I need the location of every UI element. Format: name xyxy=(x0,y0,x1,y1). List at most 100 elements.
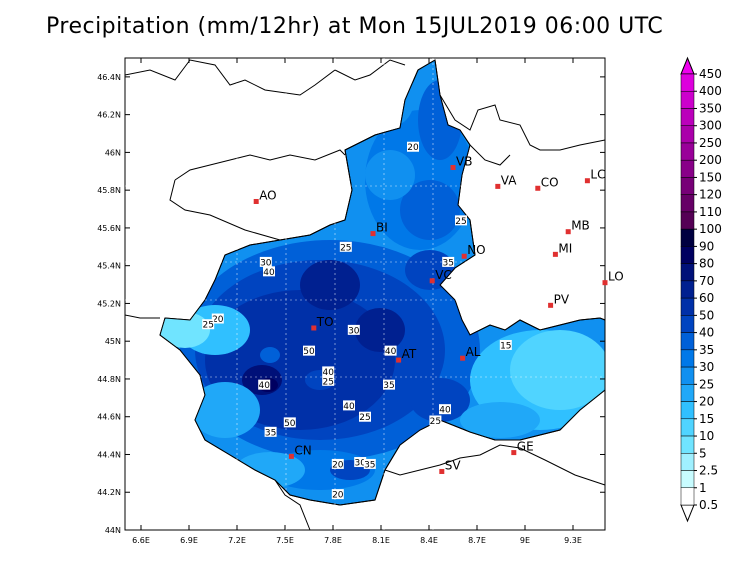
svg-text:30: 30 xyxy=(260,258,272,268)
city-marker xyxy=(311,325,317,331)
legend-label: 1 xyxy=(699,481,707,495)
contour-label: 25 xyxy=(339,241,352,253)
city-vb: VB xyxy=(450,155,472,171)
contour-label: 35 xyxy=(363,458,376,470)
lat-tick-label: 44.4N xyxy=(97,450,121,459)
legend-label: 35 xyxy=(699,343,714,357)
legend-swatch xyxy=(680,349,695,368)
svg-text:30: 30 xyxy=(348,326,360,336)
lon-tick-label: 8.7E xyxy=(468,536,486,545)
city-label: AT xyxy=(402,347,417,361)
svg-text:40: 40 xyxy=(343,402,355,412)
legend-label: 25 xyxy=(699,377,714,391)
contour-label: 30 xyxy=(354,457,367,469)
lat-tick-label: 46.2N xyxy=(97,111,121,120)
contour-label: 50 xyxy=(283,417,296,429)
lon-tick-label: 7.2E xyxy=(228,536,246,545)
legend-label: 450 xyxy=(699,67,722,81)
lon-tick-label: 9E xyxy=(520,536,530,545)
city-markers: AO BI VB VA CO LC MB MI LO NO VC PV TO AT AL GE CN SV xyxy=(253,155,624,474)
legend-label: 150 xyxy=(699,170,722,184)
city-marker xyxy=(565,229,571,235)
city-marker xyxy=(461,253,467,259)
svg-text:20: 20 xyxy=(407,143,419,153)
city-bi: BI xyxy=(370,221,388,237)
city-lo: LO xyxy=(602,270,624,286)
lon-tick-label: 8.1E xyxy=(372,536,390,545)
borders xyxy=(124,59,606,531)
city-marker xyxy=(288,453,294,459)
svg-text:20: 20 xyxy=(212,315,224,325)
legend-swatch xyxy=(680,194,695,213)
legend-label: 90 xyxy=(699,239,714,253)
legend-swatch xyxy=(680,401,695,420)
legend-label: 50 xyxy=(699,308,714,322)
legend-swatch xyxy=(680,142,695,161)
contour-label: 20 xyxy=(211,313,224,325)
svg-text:40: 40 xyxy=(322,368,334,378)
city-label: PV xyxy=(554,292,570,306)
city-label: VA xyxy=(501,173,517,187)
city-marker xyxy=(450,165,456,171)
ticino-border xyxy=(469,144,511,166)
city-label: MI xyxy=(558,241,572,255)
contour-label: 25 xyxy=(202,319,215,331)
lat-tick-label: 44N xyxy=(105,526,121,535)
color-legend: 4504003503002502001501201101009080706050… xyxy=(680,56,722,523)
city-marker xyxy=(253,198,259,204)
legend-swatch xyxy=(680,366,695,385)
lon-tick-label: 9.3E xyxy=(564,536,582,545)
city-marker xyxy=(439,468,445,474)
ligurian-coast xyxy=(384,444,606,486)
lon-tick-label: 6.9E xyxy=(180,536,198,545)
legend-swatch xyxy=(680,228,695,247)
svg-text:25: 25 xyxy=(430,417,441,427)
svg-text:25: 25 xyxy=(455,217,466,227)
city-cn: CN xyxy=(288,443,312,459)
legend-top-arrow xyxy=(680,56,695,75)
legend-label: 0.5 xyxy=(699,498,718,512)
contour-label: 30 xyxy=(259,256,272,268)
city-marker xyxy=(460,355,466,361)
city-label: TO xyxy=(316,315,334,329)
svg-text:35: 35 xyxy=(442,258,453,268)
city-marker xyxy=(535,185,541,191)
city-ge: GE xyxy=(511,440,534,456)
contour-label: 15 xyxy=(499,339,512,351)
city-marker xyxy=(370,231,376,237)
city-label: CO xyxy=(541,175,559,189)
svg-text:40: 40 xyxy=(258,381,270,391)
city-va: VA xyxy=(495,173,517,189)
contour-label: 35 xyxy=(264,426,277,438)
city-marker xyxy=(602,280,608,286)
contour-label: 25 xyxy=(359,411,371,423)
legend-swatch xyxy=(680,280,695,299)
map-title: Precipitation (mm/12hr) at Mon 15JUL2019… xyxy=(46,14,664,39)
city-label: AO xyxy=(259,188,276,202)
lat-tick-label: 45.4N xyxy=(97,262,121,271)
legend-label: 20 xyxy=(699,395,714,409)
legend-swatch xyxy=(680,470,695,489)
contour-label: 25 xyxy=(455,215,467,227)
city-label: LC xyxy=(590,168,605,182)
lat-tick-label: 45N xyxy=(105,337,121,346)
legend-bottom-arrow xyxy=(680,504,695,523)
legend-label: 2.5 xyxy=(699,464,718,478)
legend-label: 350 xyxy=(699,101,722,115)
city-marker xyxy=(584,178,590,184)
city-marker xyxy=(396,357,402,363)
svg-text:50: 50 xyxy=(303,347,315,357)
legend-label: 10 xyxy=(699,429,714,443)
lon-tick-label: 7.8E xyxy=(324,536,342,545)
legend-label: 200 xyxy=(699,153,722,167)
legend-label: 40 xyxy=(699,326,714,340)
lon-tick-label: 7.5E xyxy=(276,536,294,545)
city-label: VC xyxy=(435,268,452,282)
city-label: BI xyxy=(376,221,388,235)
city-ao: AO xyxy=(253,188,277,204)
contour-label: 40 xyxy=(439,404,451,416)
contour-label: 25 xyxy=(322,375,335,387)
legend-label: 400 xyxy=(699,84,722,98)
contour-label: 30 xyxy=(347,324,360,336)
